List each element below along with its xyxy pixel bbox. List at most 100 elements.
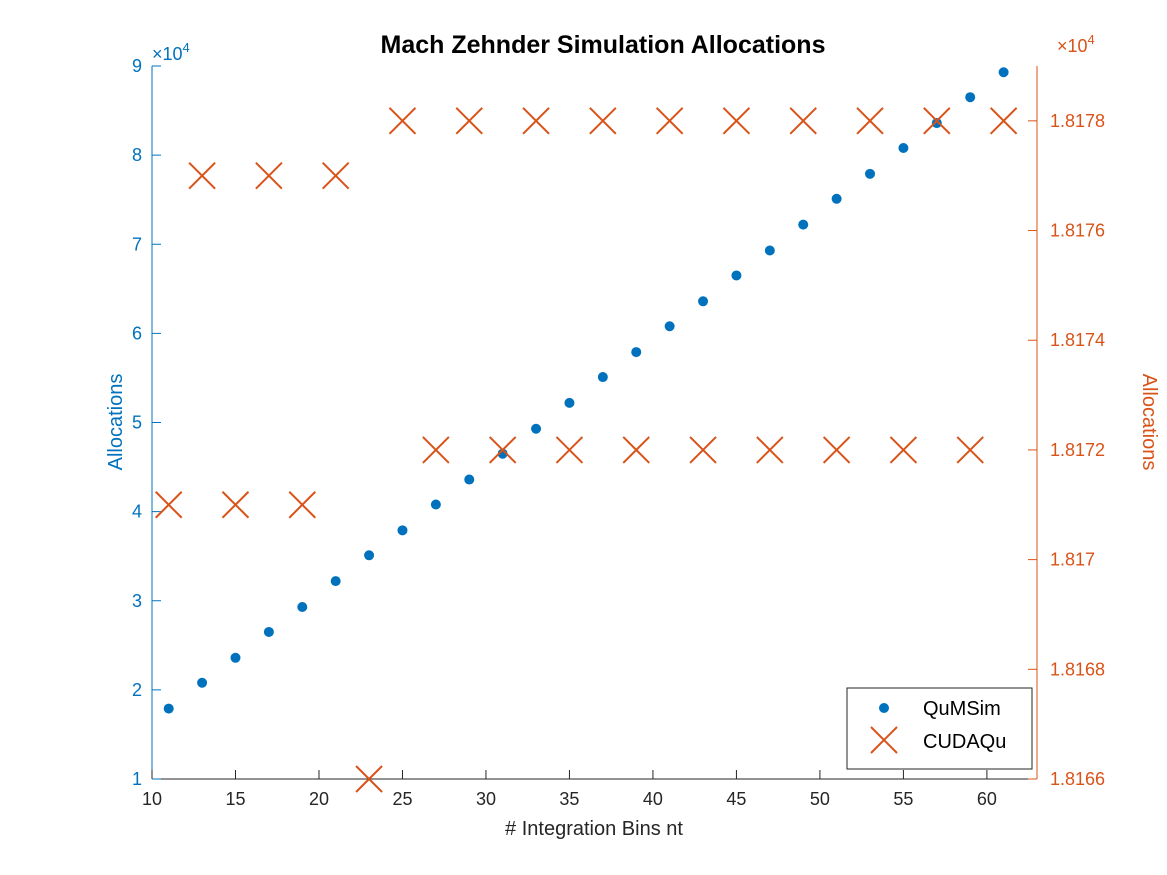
qumsim-point [931, 118, 942, 129]
qumsim-point [597, 372, 608, 383]
cudaqu-point [555, 436, 584, 464]
qumsim-point [430, 499, 441, 510]
right-tick-label: 1.8174 [1050, 330, 1105, 350]
x-tick-label: 10 [142, 789, 162, 809]
x-axis-label: # Integration Bins nt [505, 818, 683, 840]
legend-label-qumsim: QuMSim [923, 698, 1001, 720]
right-tick-label: 1.8176 [1050, 221, 1105, 241]
legend-marker-cudaqu [870, 726, 898, 754]
cudaqu-point [188, 161, 216, 190]
plot-area [152, 66, 1037, 779]
qumsim-point [197, 677, 208, 688]
cudaqu-point [154, 491, 183, 519]
x-tick-label: 35 [559, 789, 579, 809]
qumsim-point [798, 219, 809, 230]
left-axis-exponent-value: 4 [183, 40, 190, 55]
cudaqu-point [288, 491, 316, 519]
cudaqu-point [589, 107, 617, 135]
right-tick-label: 1.8166 [1050, 769, 1105, 789]
right-axis-exponent: ×104 [1057, 32, 1095, 56]
qumsim-point [397, 525, 408, 536]
cudaqu-point [889, 436, 918, 464]
svg-text:×104: ×104 [152, 40, 190, 64]
legend: QuMSim CUDAQu [846, 687, 1033, 770]
qumsim-point [731, 270, 742, 281]
x-tick-label: 45 [726, 789, 746, 809]
left-axis-label: Allocations [105, 374, 127, 471]
legend-label-cudaqu: CUDAQu [923, 731, 1006, 753]
x-tick-label: 30 [476, 789, 496, 809]
cudaqu-point [789, 107, 817, 135]
qumsim-point [531, 423, 542, 434]
qumsim-point [865, 168, 876, 179]
qumsim-point [364, 550, 375, 561]
qumsim-point [664, 321, 675, 332]
cudaqu-point [989, 107, 1018, 135]
left-tick-label: 5 [132, 413, 142, 433]
left-tick-label: 2 [132, 680, 142, 700]
left-tick-label: 8 [132, 145, 142, 165]
qumsim-point [464, 474, 475, 485]
right-axis-multiplier: ×10 [1057, 36, 1088, 56]
left-tick-label: 6 [132, 323, 142, 343]
qumsim-point [898, 142, 909, 153]
left-tick-label: 7 [132, 234, 142, 254]
qumsim-point [263, 626, 274, 637]
x-tick-label: 60 [977, 789, 997, 809]
cudaqu-point [355, 765, 383, 793]
legend-box [846, 687, 1033, 770]
chart-title: Mach Zehnder Simulation Allocations [381, 31, 826, 59]
cudaqu-point [622, 436, 650, 464]
x-tick-label: 20 [309, 789, 329, 809]
qumsim-point [998, 67, 1009, 78]
qumsim-point [831, 193, 842, 204]
qumsim-point [330, 576, 341, 587]
qumsim-point [564, 397, 575, 408]
cudaqu-point [956, 436, 984, 464]
cudaqu-point [923, 107, 951, 135]
cudaqu-point [522, 107, 550, 135]
x-tick-label: 40 [643, 789, 663, 809]
x-tick-label: 50 [810, 789, 830, 809]
cudaqu-point [422, 436, 450, 464]
cudaqu-point [221, 491, 250, 519]
qumsim-point [965, 92, 976, 103]
x-tick-label: 15 [225, 789, 245, 809]
qumsim-point [764, 245, 775, 256]
right-tick-label: 1.8178 [1050, 111, 1105, 131]
cudaqu-point [255, 161, 283, 190]
right-tick-label: 1.817 [1050, 550, 1095, 570]
legend-marker-qumsim [879, 703, 889, 713]
qumsim-point [230, 652, 241, 663]
cudaqu-point [756, 436, 784, 464]
qumsim-point [631, 347, 642, 358]
qumsim-point [163, 703, 174, 714]
qumsim-point [698, 296, 709, 307]
right-axis-label: Allocations [1138, 374, 1160, 471]
right-tick-label: 1.8168 [1050, 659, 1105, 679]
left-tick-label: 9 [132, 56, 142, 76]
qumsim-point [297, 601, 308, 612]
left-tick-label: 3 [132, 591, 142, 611]
left-tick-label: 1 [132, 769, 142, 789]
marks-layer [154, 67, 1018, 793]
cudaqu-point [655, 107, 684, 135]
right-axis-exponent-value: 4 [1088, 32, 1095, 47]
cudaqu-point [722, 107, 751, 135]
left-axis-exponent: ×104 [152, 40, 190, 64]
cudaqu-point [488, 436, 517, 464]
cudaqu-point [388, 107, 417, 135]
cudaqu-point [321, 161, 350, 190]
cudaqu-point [856, 107, 884, 135]
cudaqu-point [822, 436, 851, 464]
left-tick-label: 4 [132, 502, 142, 522]
cudaqu-point [455, 107, 483, 135]
axes-layer: 10 15 20 25 30 35 40 45 50 55 601234567891.81661.8… [132, 56, 1105, 809]
svg-text:×104: ×104 [1057, 32, 1095, 56]
right-tick-label: 1.8172 [1050, 440, 1105, 460]
left-axis-multiplier: ×10 [152, 44, 183, 64]
x-tick-label: 25 [392, 789, 412, 809]
cudaqu-point [689, 436, 717, 464]
x-tick-label: 55 [893, 789, 913, 809]
